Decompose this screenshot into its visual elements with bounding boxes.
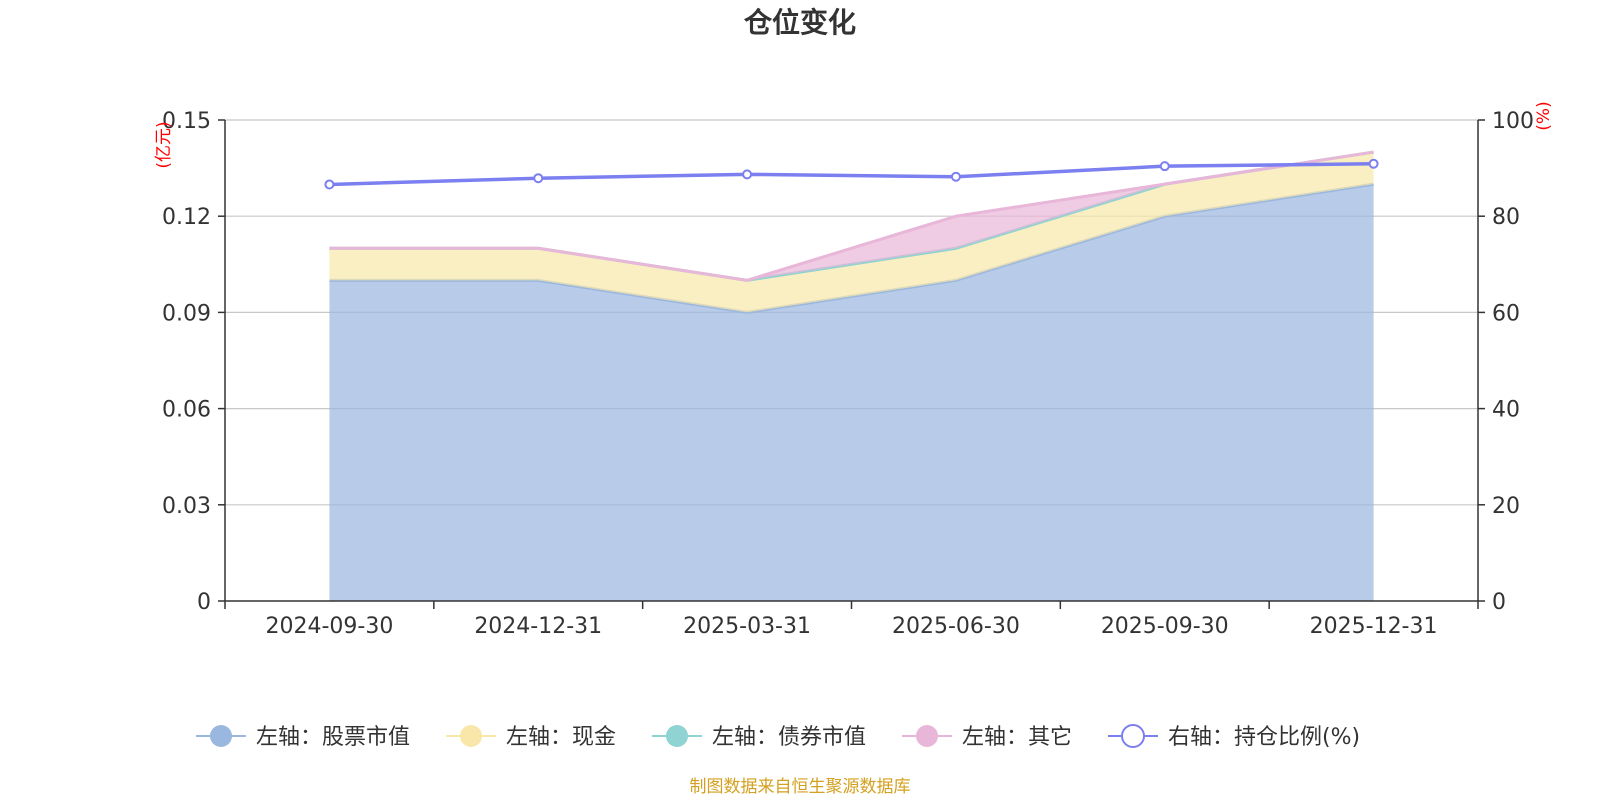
legend-label: 左轴：股票市值 [256,725,410,750]
left-axis-tick-label: 0.06 [162,398,211,423]
chart-title: 仓位变化 [744,6,856,39]
line-point [950,171,961,182]
legend-item: 右轴：持仓比例(%) [1108,724,1360,750]
legend-item: 左轴：债券市值 [652,725,866,750]
left-axis-tick-label: 0 [197,590,211,615]
legend-hollow-circle-icon [1121,724,1145,748]
right-axis-tick-label: 40 [1492,398,1520,423]
right-axis-tick-label: 0 [1492,590,1506,615]
line-point [324,179,335,190]
legend-label: 右轴：持仓比例(%) [1168,725,1360,750]
line-point [1159,161,1170,172]
legend-item: 左轴：股票市值 [196,725,410,750]
right-axis-tick-label: 20 [1492,494,1520,519]
left-axis-tick-label: 0.03 [162,494,211,519]
legend-item: 左轴：现金 [446,725,616,750]
area-左轴：现金 [329,152,1374,313]
left-axis-tick-label: 0.12 [162,205,211,230]
x-axis-tick-label: 2025-03-31 [683,614,811,639]
left-axis-tick-label: 0.15 [162,109,211,134]
x-axis-tick-label: 2025-06-30 [892,614,1020,639]
x-axis-tick-label: 2025-12-31 [1310,614,1438,639]
legend-circle-icon [460,725,482,747]
area-左轴：股票市值 [329,184,1374,601]
right-axis-tick-label: 60 [1492,301,1520,326]
legend-label: 左轴：现金 [506,725,616,750]
right-axis-unit: (%) [1534,101,1554,130]
legend-circle-icon [666,725,688,747]
x-axis-tick-label: 2024-09-30 [265,614,393,639]
left-axis-tick-label: 0.09 [162,301,211,326]
line-point [1368,158,1379,169]
right-axis-tick-label: 100 [1492,109,1534,134]
data-source-note: 制图数据来自恒生聚源数据库 [690,777,911,797]
legend-item: 左轴：其它 [902,725,1072,750]
legend-circle-icon [210,725,232,747]
left-axis-unit: (亿元) [154,121,174,168]
legend-label: 左轴：其它 [962,725,1072,750]
legend-circle-icon [916,725,938,747]
area-edge-左轴：其它 [329,150,1374,282]
area-左轴：其它 [329,152,1374,281]
x-axis-tick-label: 2025-09-30 [1101,614,1229,639]
line-point [533,173,544,184]
legend-label: 左轴：债券市值 [712,725,866,750]
x-axis-tick-label: 2024-12-31 [474,614,602,639]
line-point [742,169,753,180]
line-series-position-ratio [329,162,1374,187]
right-axis-tick-label: 80 [1492,205,1520,230]
